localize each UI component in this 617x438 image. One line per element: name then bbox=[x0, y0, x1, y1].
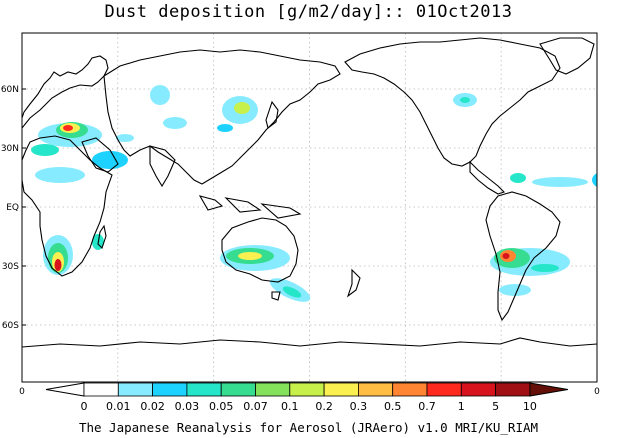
colorbar-tick-label: 0.02 bbox=[140, 400, 165, 413]
colorbar-tick-label: 0.2 bbox=[315, 400, 333, 413]
coastlines bbox=[22, 37, 597, 348]
colorbar-over-triangle bbox=[529, 382, 568, 397]
colorbar-box bbox=[460, 382, 496, 397]
colorbar-tick-label: 0.07 bbox=[243, 400, 268, 413]
lat-label: 60N bbox=[1, 85, 19, 95]
colorbar-tick-label: 5 bbox=[492, 400, 499, 413]
colorbar: 0 0.01 0.02 0.03 0.05 0.07 0.1 0.2 0.3 0.5 0.7 1 5 10 bbox=[45, 382, 568, 413]
colorbar-box bbox=[152, 382, 188, 397]
plot-frame bbox=[21, 32, 598, 383]
map-gridlines bbox=[22, 33, 597, 382]
colorbar-tick-label: 10 bbox=[523, 400, 537, 413]
lat-label: EQ bbox=[6, 203, 19, 213]
colorbar-tick-label: 0.05 bbox=[209, 400, 234, 413]
dust-region-australia bbox=[220, 245, 311, 302]
colorbar-tick-label: 0.1 bbox=[281, 400, 299, 413]
lat-label: 60S bbox=[2, 321, 19, 331]
dust-region-southern-africa bbox=[43, 234, 104, 275]
colorbar-box bbox=[392, 382, 428, 397]
footer-credit: The Japanese Reanalysis for Aerosol (JRA… bbox=[78, 420, 539, 435]
colorbar-box bbox=[289, 382, 325, 397]
colorbar-tick-label: 0.03 bbox=[175, 400, 200, 413]
colorbar-tick-label: 0.5 bbox=[384, 400, 402, 413]
colorbar-tick-label: 0.3 bbox=[350, 400, 368, 413]
colorbar-tick-label: 0 bbox=[81, 400, 88, 413]
dust-deposition-layer bbox=[31, 85, 597, 302]
colorbar-tick-label: 0.01 bbox=[106, 400, 131, 413]
colorbar-box bbox=[83, 382, 119, 397]
colorbar-box bbox=[255, 382, 291, 397]
dust-region-south-america bbox=[490, 248, 570, 296]
colorbar-box bbox=[357, 382, 394, 397]
lat-label: 30N bbox=[1, 144, 19, 154]
colorbar-tick-label: 1 bbox=[458, 400, 465, 413]
axis-end-right: 0 bbox=[594, 387, 600, 397]
lat-label: 30S bbox=[2, 262, 19, 272]
colorbar-box bbox=[186, 382, 222, 397]
latitude-labels: 60N 30N EQ 30S 60S bbox=[1, 85, 26, 331]
dust-region-central-asia bbox=[150, 85, 258, 132]
colorbar-box bbox=[426, 382, 462, 397]
colorbar-box bbox=[323, 382, 359, 397]
axis-end-left: 0 bbox=[19, 387, 25, 397]
dust-region-sahara bbox=[31, 122, 134, 183]
colorbar-box bbox=[220, 382, 256, 397]
dust-region-north-america bbox=[453, 93, 597, 187]
colorbar-under-triangle bbox=[45, 382, 85, 397]
map-title: Dust deposition [g/m2/day]:: 01Oct2013 bbox=[104, 2, 513, 22]
colorbar-box bbox=[117, 382, 154, 397]
colorbar-box bbox=[495, 382, 531, 397]
colorbar-tick-label: 0.7 bbox=[418, 400, 436, 413]
